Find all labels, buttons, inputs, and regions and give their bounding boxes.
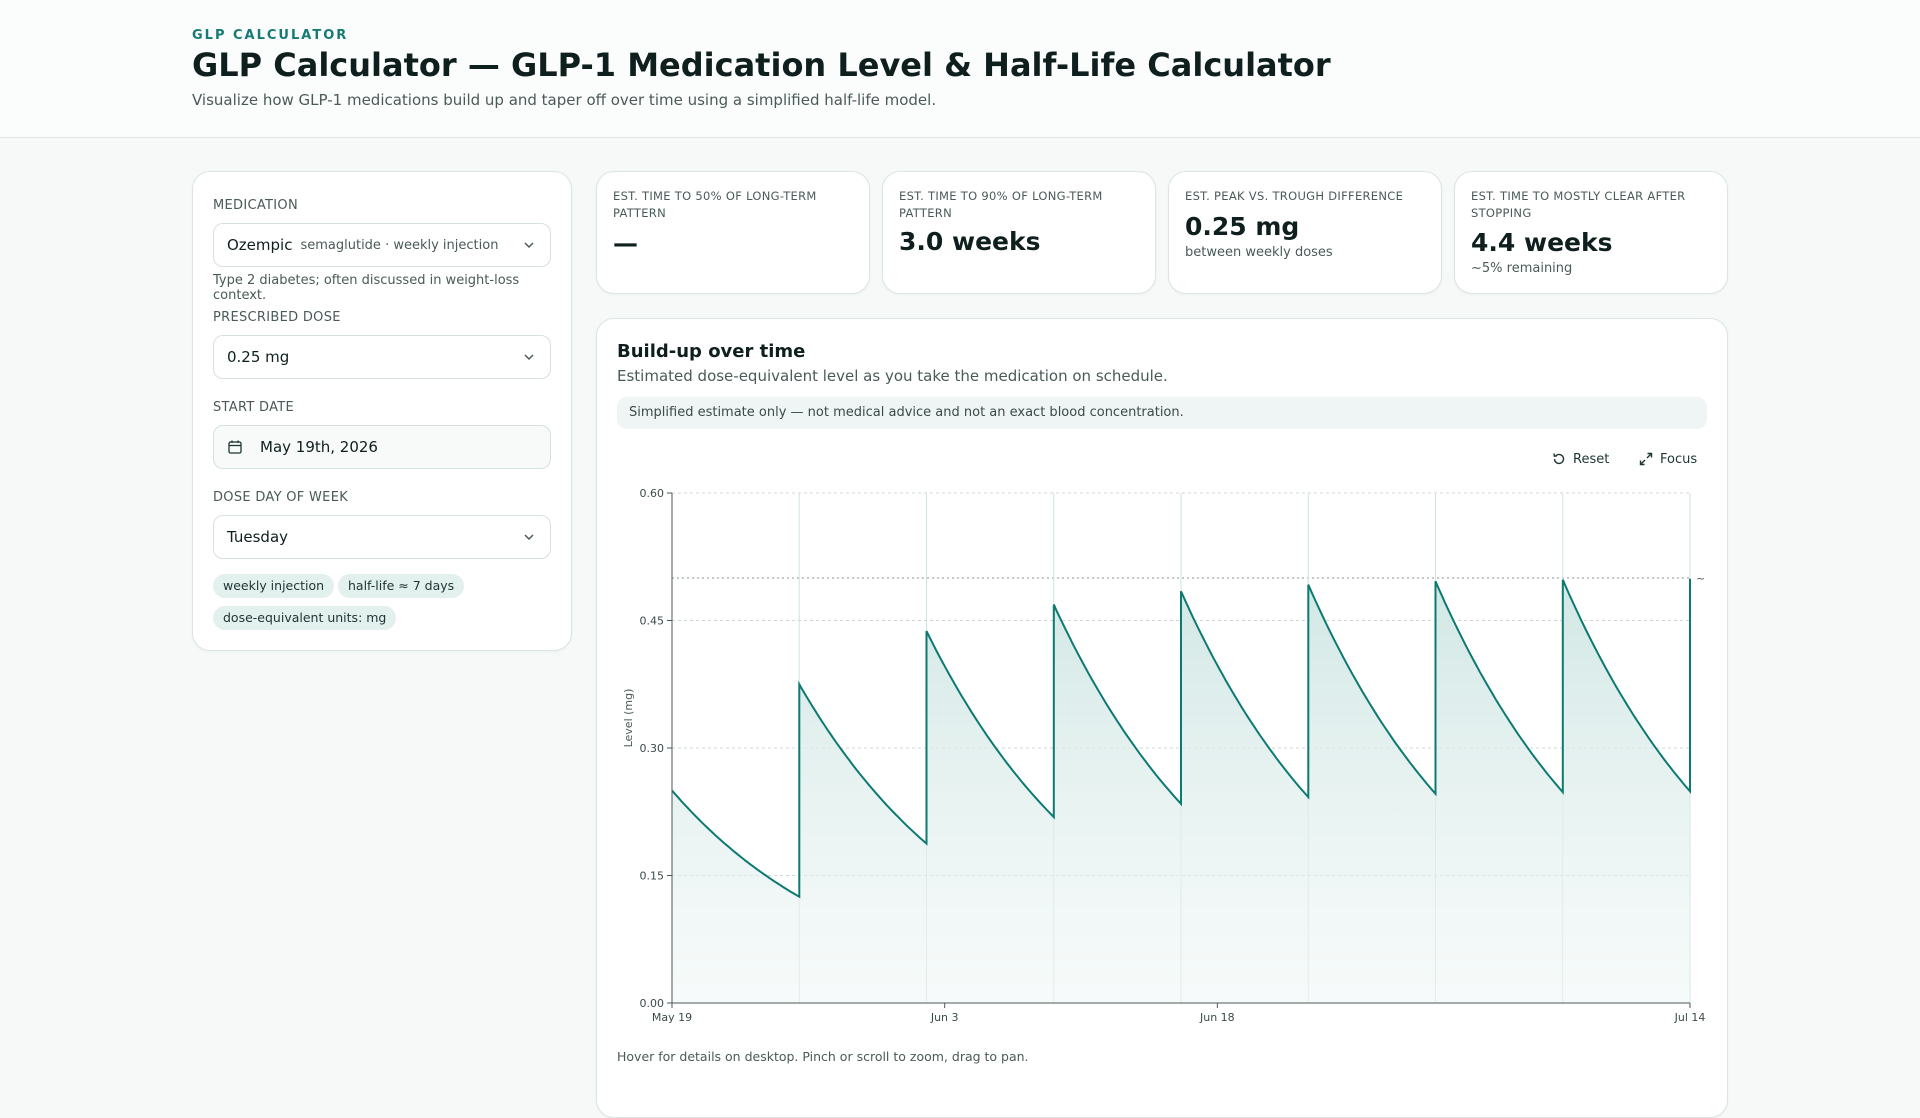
dose-day-label: DOSE DAY OF WEEK [213, 490, 349, 505]
x-tick-label: May 19 [652, 1011, 692, 1024]
chevron-down-icon [524, 354, 534, 361]
medication-select[interactable]: Ozempic semaglutide · weekly injection [213, 223, 551, 267]
x-tick-label: Jun 18 [1199, 1011, 1235, 1024]
y-tick-label: 0.15 [640, 870, 665, 883]
stat-value: 0.25 mg [1185, 212, 1300, 241]
chip-units: dose-equivalent units: mg [213, 606, 397, 630]
expand-icon [1639, 452, 1653, 466]
start-date-value: May 19th, 2026 [260, 438, 378, 456]
stat-value: — [613, 229, 638, 258]
y-tick-label: 0.00 [640, 997, 665, 1010]
steady-state-label: ~ [1696, 572, 1705, 585]
dose-select[interactable]: 0.25 mg [213, 335, 551, 379]
stat-note: ~5% remaining [1471, 261, 1573, 276]
stat-note: between weekly doses [1185, 245, 1333, 260]
page-title: GLP Calculator — GLP-1 Medication Level … [192, 46, 1331, 84]
y-tick-label: 0.30 [640, 742, 665, 755]
focus-button[interactable]: Focus [1638, 447, 1697, 471]
stat-label: EST. TIME TO MOSTLY CLEAR AFTER STOPPING [1471, 189, 1686, 220]
reset-icon [1553, 453, 1565, 465]
stat-card-50-percent: EST. TIME TO 50% OF LONG-TERM PATTERN — [596, 171, 870, 294]
stat-card-peak-trough: EST. PEAK VS. TROUGH DIFFERENCE 0.25 mg … [1168, 171, 1442, 294]
medication-hint: Type 2 diabetes; often discussed in weig… [213, 273, 520, 303]
focus-label: Focus [1660, 451, 1698, 467]
dose-day-select[interactable]: Tuesday [213, 515, 551, 559]
brand-eyebrow: GLP CALCULATOR [192, 28, 349, 43]
calendar-icon [228, 440, 242, 454]
chevron-down-icon [524, 242, 534, 249]
dose-label: PRESCRIBED DOSE [213, 310, 341, 325]
input-panel: MEDICATION Ozempic semaglutide · weekly … [192, 171, 572, 651]
medication-subtitle: semaglutide · weekly injection [300, 237, 499, 253]
page-header: GLP CALCULATOR GLP Calculator — GLP-1 Me… [0, 0, 1920, 138]
stat-label: EST. TIME TO 90% OF LONG-TERM PATTERN [899, 189, 1103, 220]
stat-card-clearance: EST. TIME TO MOSTLY CLEAR AFTER STOPPING… [1454, 171, 1728, 294]
level-area [671, 578, 1691, 1003]
start-date-picker[interactable]: May 19th, 2026 [213, 425, 551, 469]
chart-description: Estimated dose-equivalent level as you t… [617, 367, 1168, 385]
medication-label: MEDICATION [213, 198, 298, 213]
dose-day-value: Tuesday [227, 528, 289, 546]
chevron-down-icon [524, 534, 534, 541]
x-tick-label: Jun 3 [930, 1011, 959, 1024]
chip-weekly-injection: weekly injection [213, 574, 335, 598]
medication-value: Ozempic [227, 236, 293, 254]
disclaimer-banner: Simplified estimate only — not medical a… [617, 397, 1707, 429]
x-tick-label: Jul 14 [1674, 1011, 1706, 1024]
stat-card-90-percent: EST. TIME TO 90% OF LONG-TERM PATTERN 3.… [882, 171, 1156, 294]
reset-label: Reset [1573, 451, 1610, 467]
chart-title: Build-up over time [617, 341, 806, 362]
stat-value: 4.4 weeks [1471, 228, 1613, 257]
y-tick-label: 0.45 [640, 615, 665, 628]
chart-footnote: Hover for details on desktop. Pinch or s… [617, 1049, 1029, 1064]
stat-label: EST. PEAK VS. TROUGH DIFFERENCE [1185, 189, 1404, 203]
dose-value: 0.25 mg [227, 348, 290, 366]
axes: 0.00 0.15 0.30 0.45 0.60 May 19 Jun 3 Jun 18 Jul… [640, 487, 1706, 1024]
stat-value: 3.0 weeks [899, 227, 1041, 256]
level-line [671, 578, 1691, 899]
start-date-label: START DATE [213, 400, 295, 415]
level-chart[interactable]: ~ 0.00 0.15 0.30 0.45 0.60 May 19 Jun 3 Jun 18 J… [596, 318, 1728, 1078]
y-axis-label: Level (mg) [622, 689, 635, 748]
chip-half-life: half-life ≈ 7 days [338, 574, 465, 598]
reset-button[interactable]: Reset [1551, 447, 1609, 471]
page-subtitle: Visualize how GLP-1 medications build up… [192, 91, 937, 109]
y-tick-label: 0.60 [640, 487, 665, 500]
stat-label: EST. TIME TO 50% OF LONG-TERM PATTERN [613, 189, 817, 220]
